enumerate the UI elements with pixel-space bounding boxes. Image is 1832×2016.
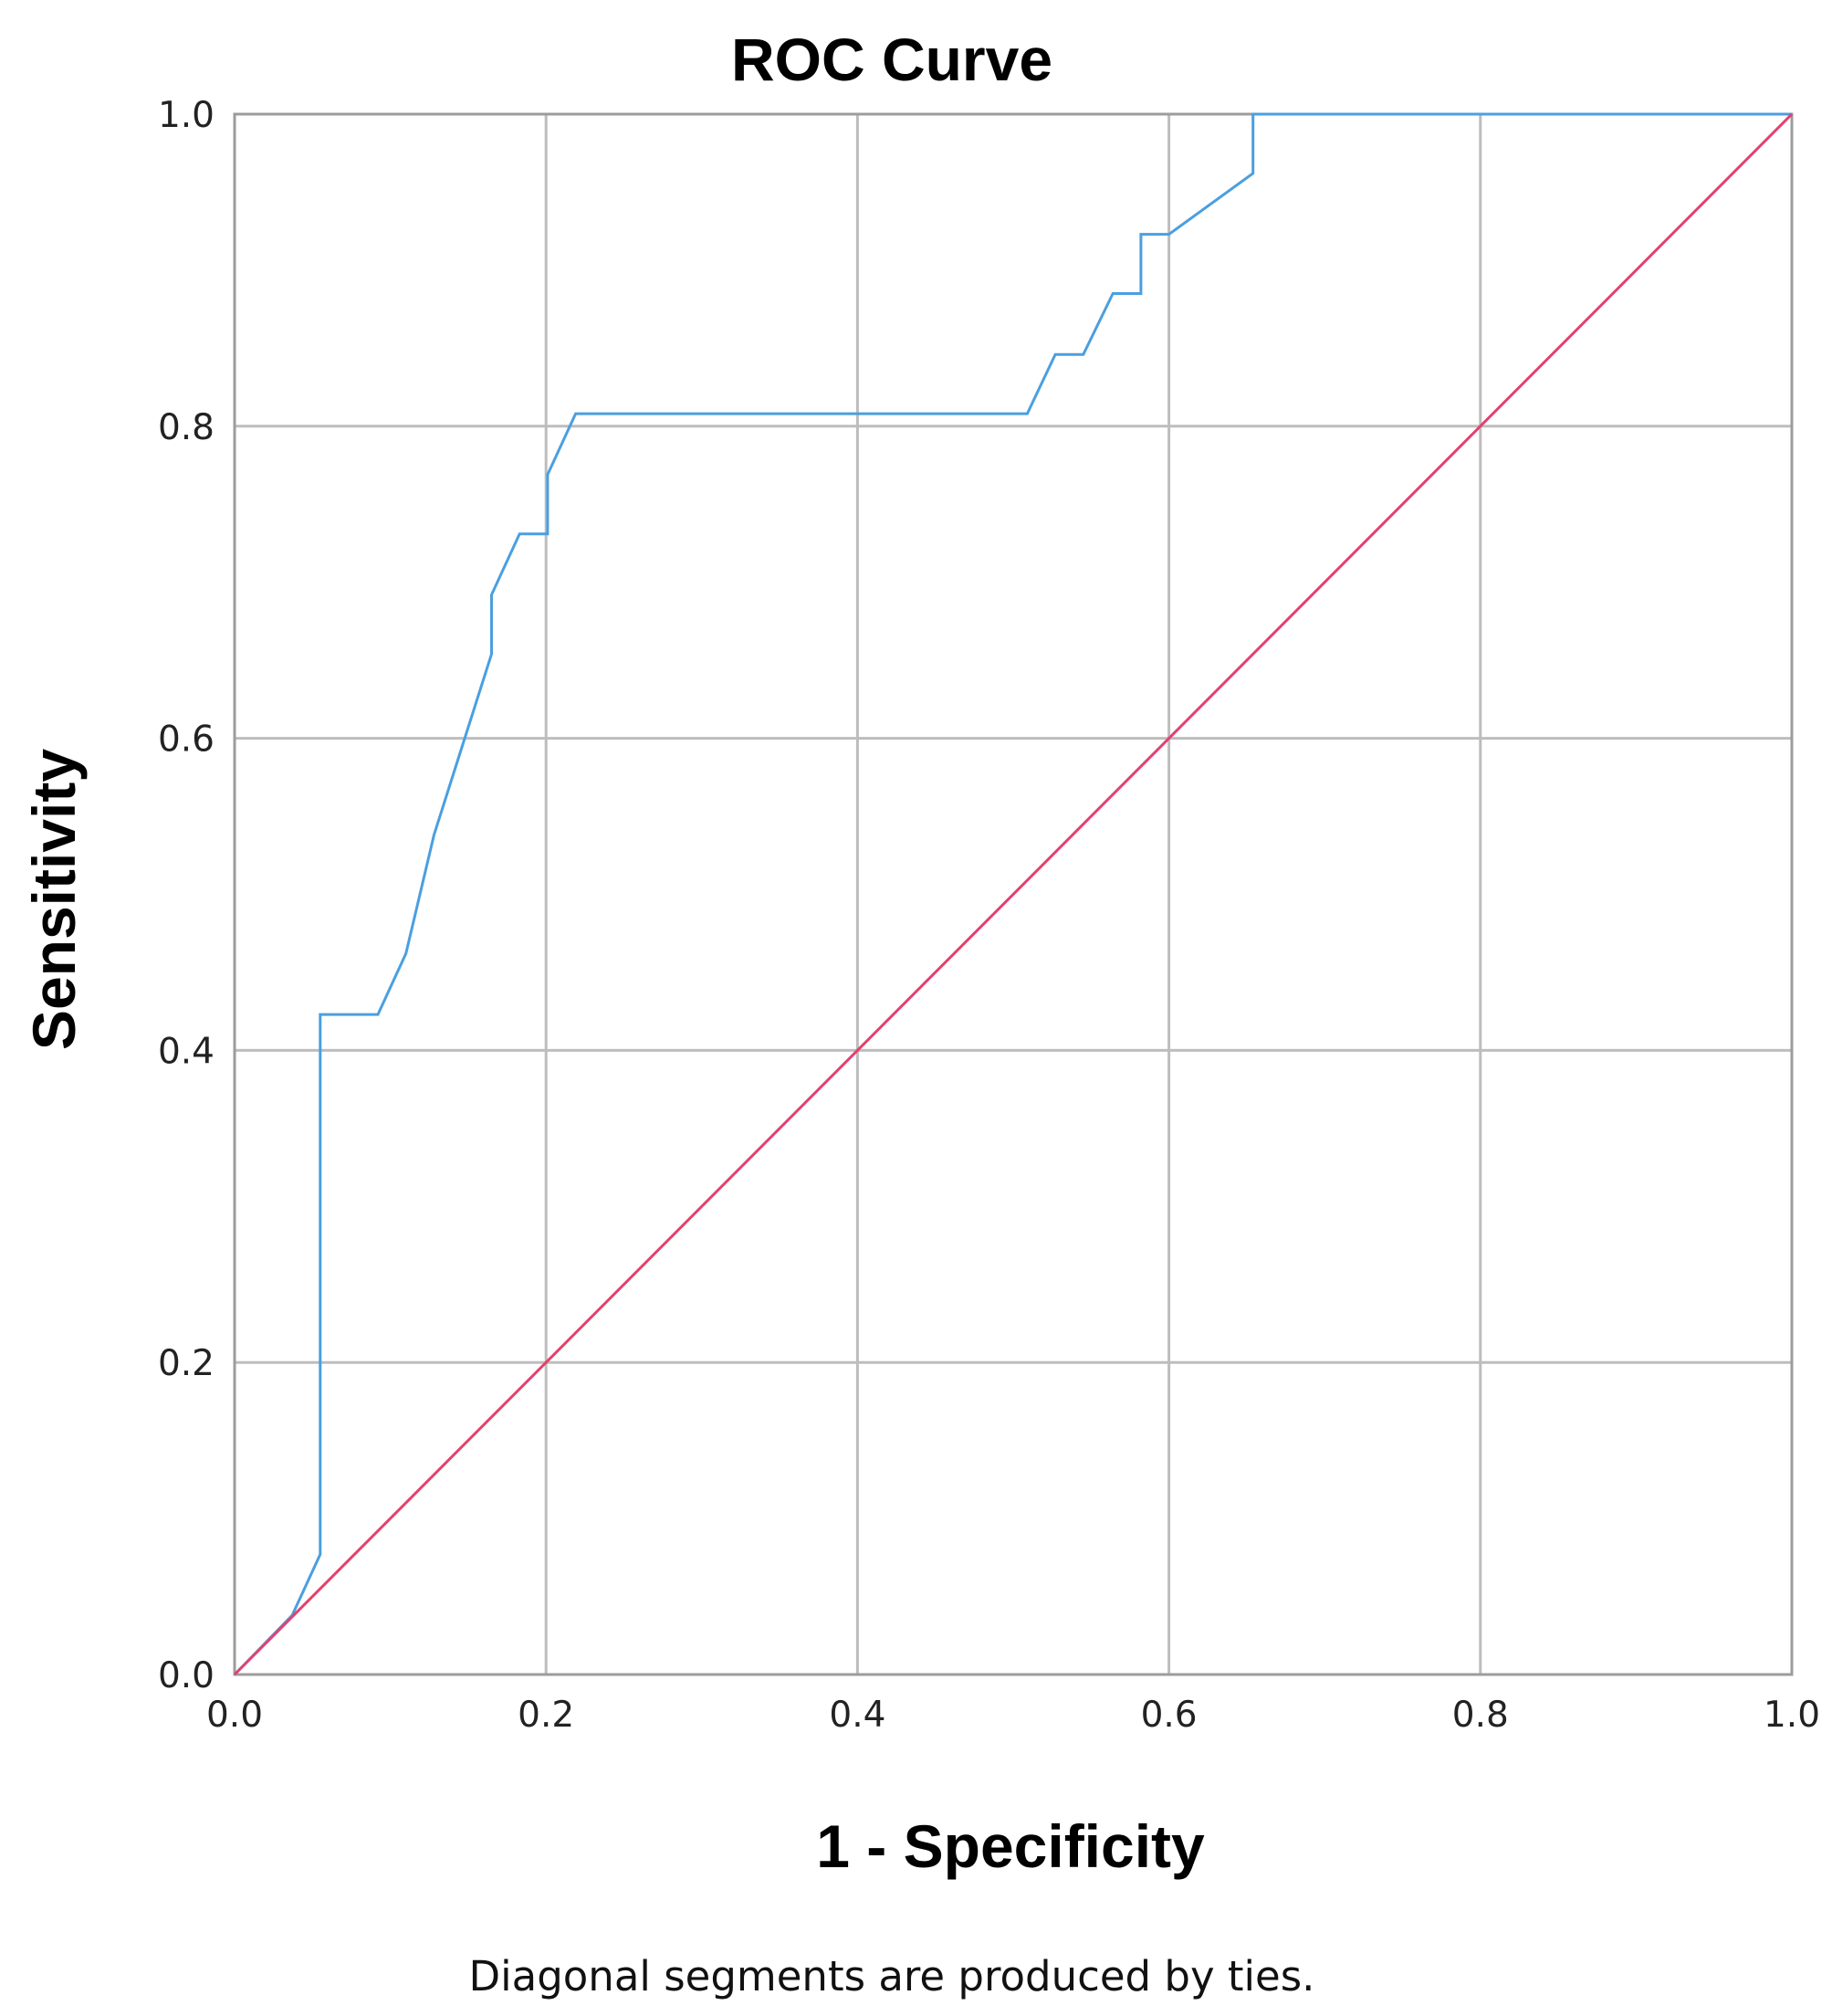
footnote: Diagonal segments are produced by ties. [468, 1952, 1314, 2000]
chart-title: ROC Curve [731, 26, 1052, 93]
y-tick-label: 0.0 [158, 1655, 215, 1696]
x-tick-label: 1.0 [1764, 1695, 1820, 1736]
x-tick-label: 0.0 [206, 1695, 263, 1736]
series-layer [233, 112, 1794, 1676]
plot-frame [233, 112, 1794, 1676]
x-tick-label: 0.4 [829, 1695, 885, 1736]
y-tick-label: 0.8 [158, 407, 215, 448]
y-tick-label: 1.0 [158, 95, 215, 136]
roc-curve-line [233, 112, 1792, 1676]
y-tick-label: 0.2 [158, 1343, 215, 1384]
y-axis-title: Sensitivity [20, 749, 88, 1050]
y-tick-label: 0.6 [158, 719, 215, 761]
x-axis-title: 1 - Specificity [816, 1812, 1205, 1880]
tick-labels: 0.0 0.2 0.4 0.6 0.8 1.0 0.0 0.2 0.4 0.6 0.8 1.0 [158, 95, 1820, 1736]
x-tick-label: 0.8 [1452, 1695, 1509, 1736]
x-tick-label: 0.6 [1141, 1695, 1198, 1736]
reference-diagonal-line [233, 112, 1794, 1676]
y-tick-label: 0.4 [158, 1031, 215, 1072]
x-tick-label: 0.2 [518, 1695, 574, 1736]
